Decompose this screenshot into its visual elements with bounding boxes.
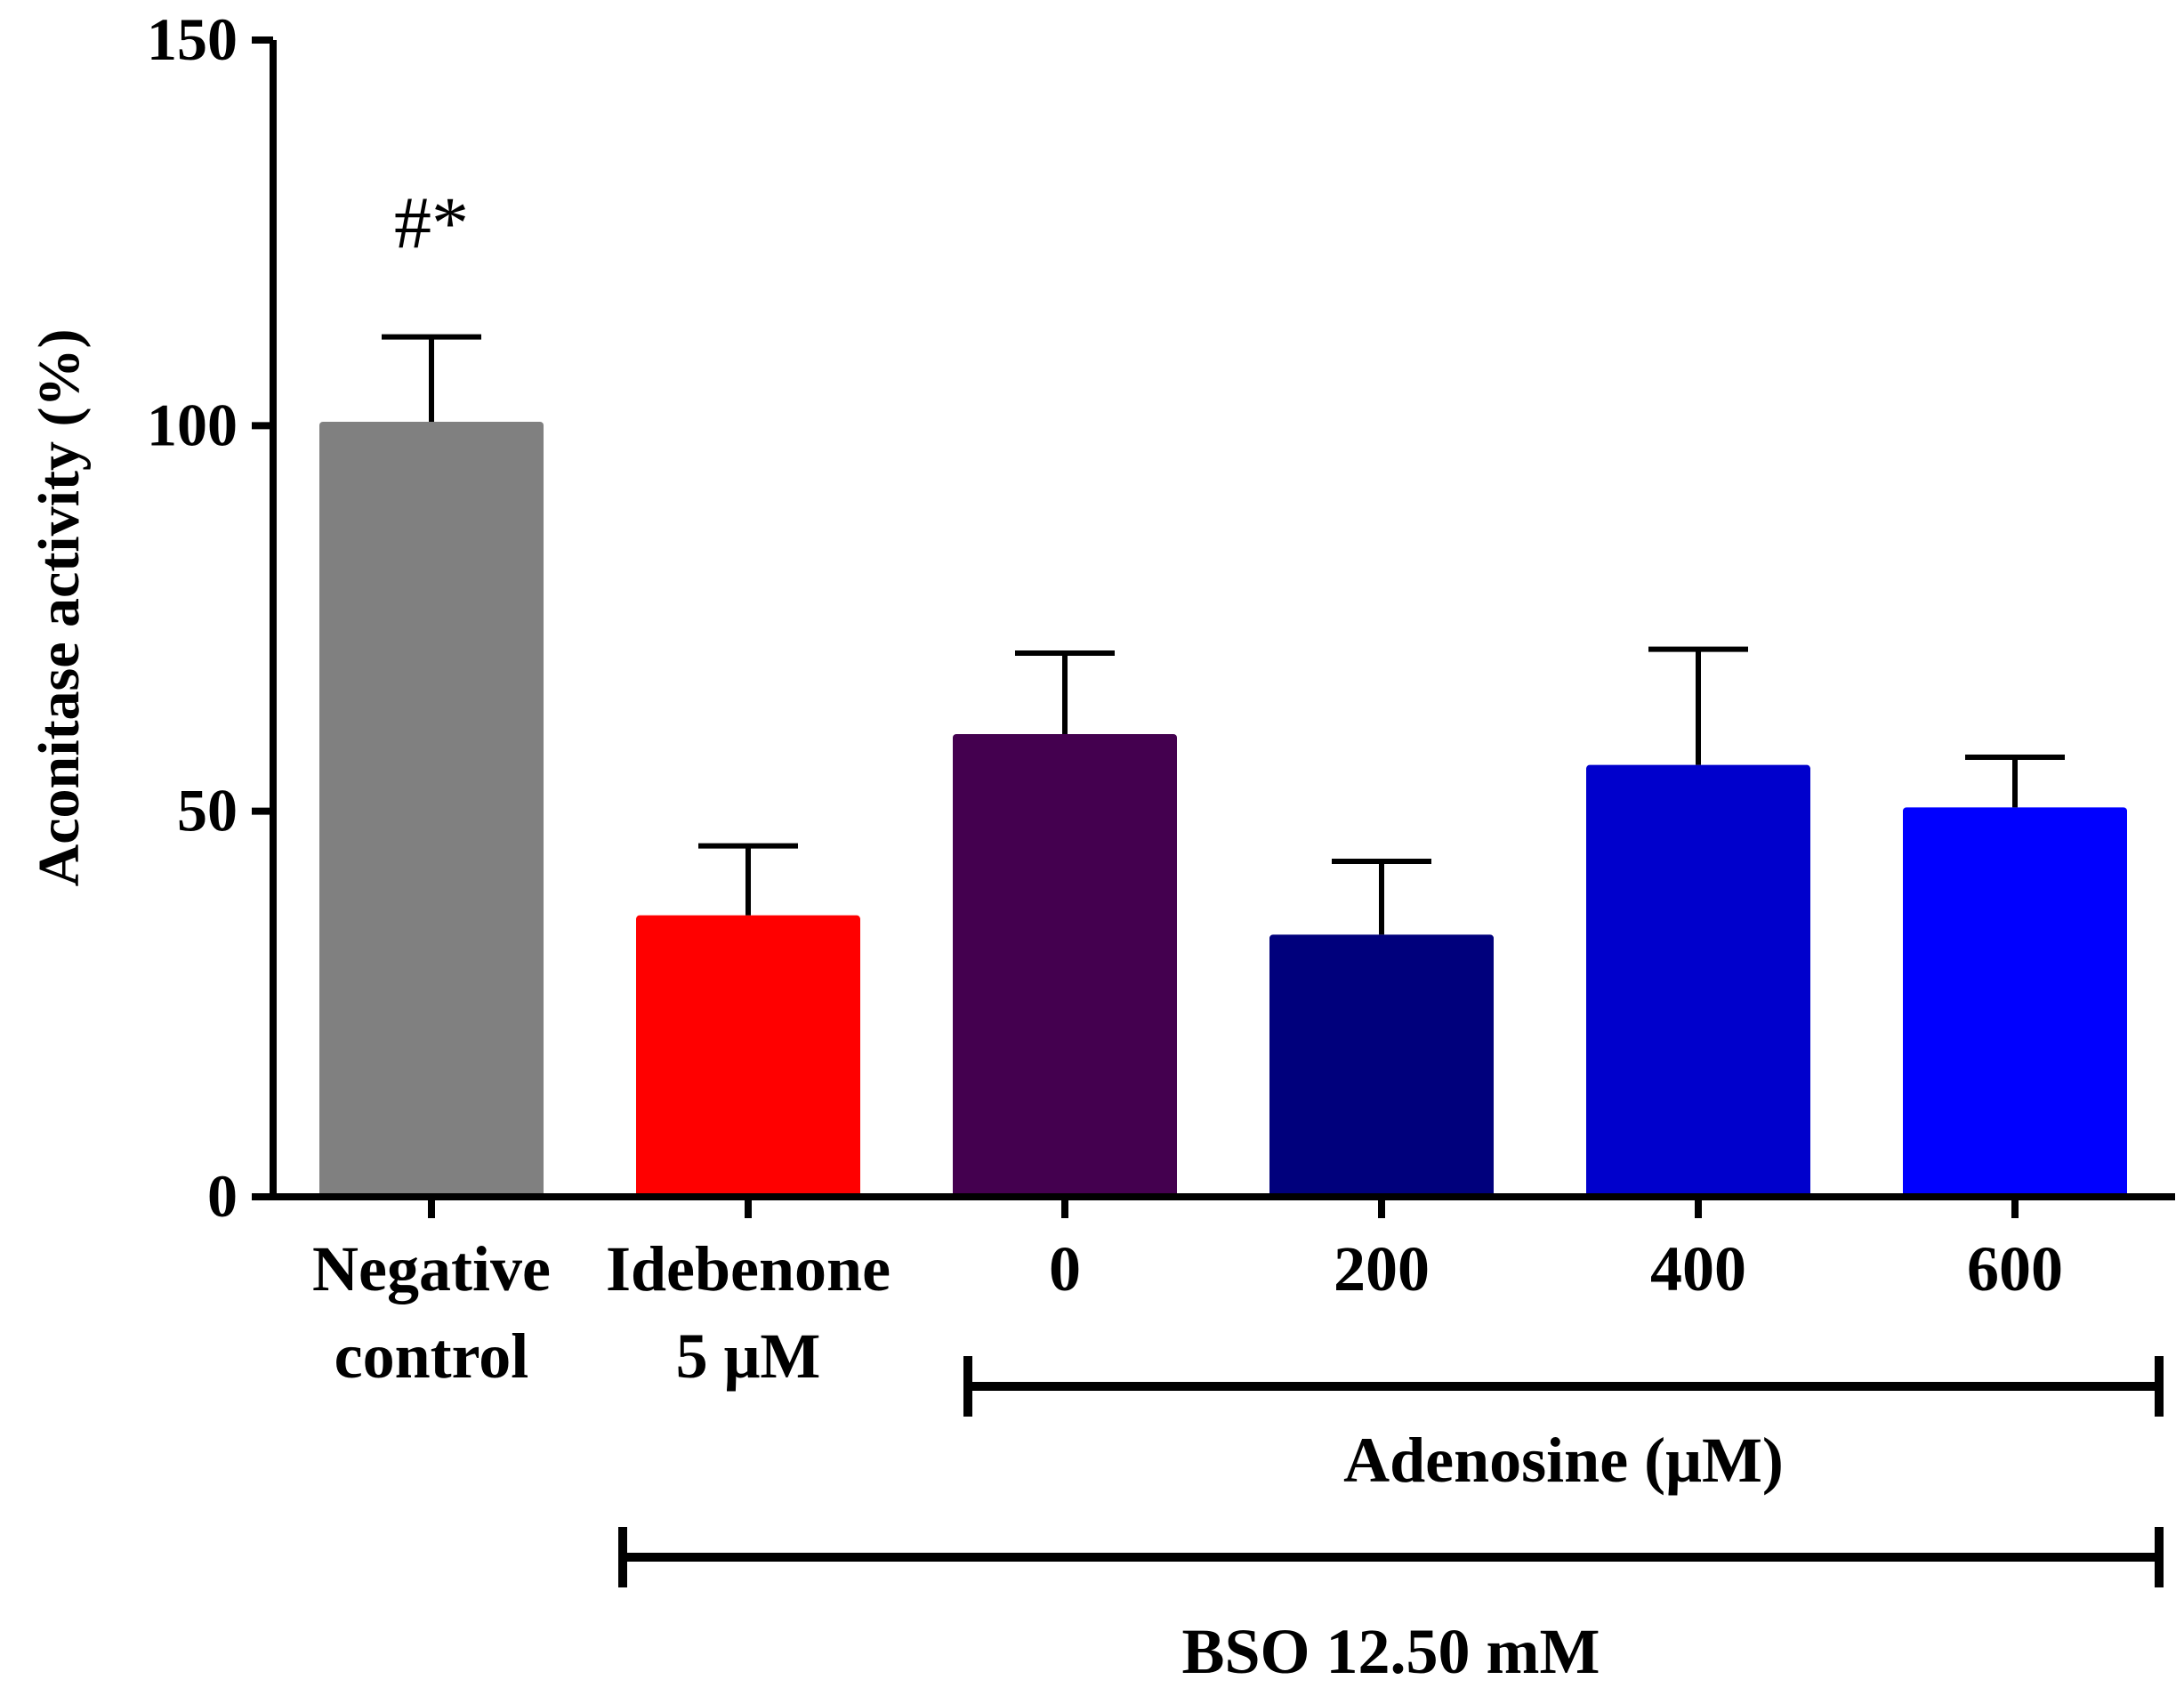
x-tick-label-4-0: 400 — [1650, 1233, 1746, 1304]
bar-4 — [1586, 764, 1810, 1197]
y-tick-label-50: 50 — [177, 777, 238, 844]
group-label-0: Adenosine (μM) — [1343, 1425, 1784, 1496]
x-tick-label-2-0: 0 — [1049, 1233, 1081, 1304]
x-tick-label-5-0: 600 — [1967, 1233, 2063, 1304]
bars-layer — [319, 422, 2127, 1197]
bar-1 — [636, 915, 860, 1197]
group-brackets-layer: Adenosine (μM) BSO 12.50 mM — [618, 1356, 2164, 1687]
y-axis-title: Aconitase activity (%) — [27, 329, 92, 887]
x-tick-label-1-1: 5 μM — [676, 1320, 821, 1392]
x-tick-label-0-1: control — [334, 1320, 529, 1392]
bar-5 — [1903, 807, 2127, 1197]
x-tick-label-0-0: Negative — [312, 1233, 551, 1304]
x-tick-label-1-0: Idebenone — [606, 1233, 891, 1304]
bar-0 — [319, 422, 544, 1197]
axes-layer — [252, 36, 2175, 1218]
labels-layer: 0 50 100 150 Negative control Idebenone 5 μM 0 20… — [147, 5, 2063, 1392]
y-tick-label-0: 0 — [207, 1162, 238, 1230]
group-label-1: BSO 12.50 mM — [1181, 1616, 1600, 1687]
significance-mark-0: #* — [394, 182, 469, 265]
error-bars-layer — [382, 334, 2065, 935]
bar-2 — [953, 734, 1177, 1197]
bar-3 — [1269, 934, 1494, 1197]
y-tick-label-150: 150 — [147, 5, 238, 73]
x-tick-label-3-0: 200 — [1334, 1233, 1430, 1304]
y-tick-label-100: 100 — [147, 391, 238, 458]
